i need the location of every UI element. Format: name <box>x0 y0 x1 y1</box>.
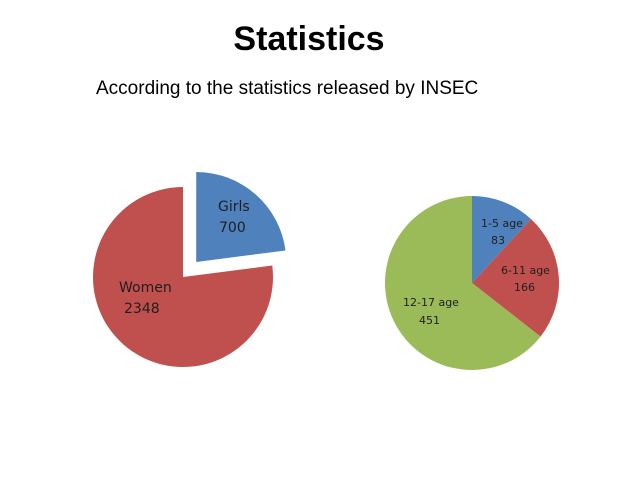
pie-slice-women <box>93 187 274 367</box>
pie-label-women: Women <box>119 280 172 296</box>
pie-value-6-11-age: 166 <box>514 281 535 294</box>
pie-value-12-17-age: 451 <box>419 314 440 327</box>
pie-chart-age-groups: 1-5 age 83 6-11 age 166 12-17 age 451 <box>384 195 559 370</box>
pie-label-1-5-age: 1-5 age <box>481 217 523 230</box>
pie-chart-women-girls: Girls 700 Women 2348 <box>93 171 286 367</box>
pie-label-12-17-age: 12-17 age <box>403 296 459 309</box>
pie-slice-6-11-age <box>472 219 559 337</box>
pie-label-girls: Girls <box>218 199 250 215</box>
pie-slice-1-5-age <box>472 196 531 283</box>
pie-value-women: 2348 <box>124 301 160 317</box>
slide-title: Statistics <box>233 20 385 58</box>
pie-label-6-11-age: 6-11 age <box>501 264 550 277</box>
pie-slice-12-17-age <box>384 195 541 370</box>
pie-slice-girls <box>196 171 286 262</box>
slide-subtitle: According to the statistics released by … <box>96 78 479 99</box>
pie-value-girls: 700 <box>219 220 246 236</box>
pie-value-1-5-age: 83 <box>491 234 505 247</box>
